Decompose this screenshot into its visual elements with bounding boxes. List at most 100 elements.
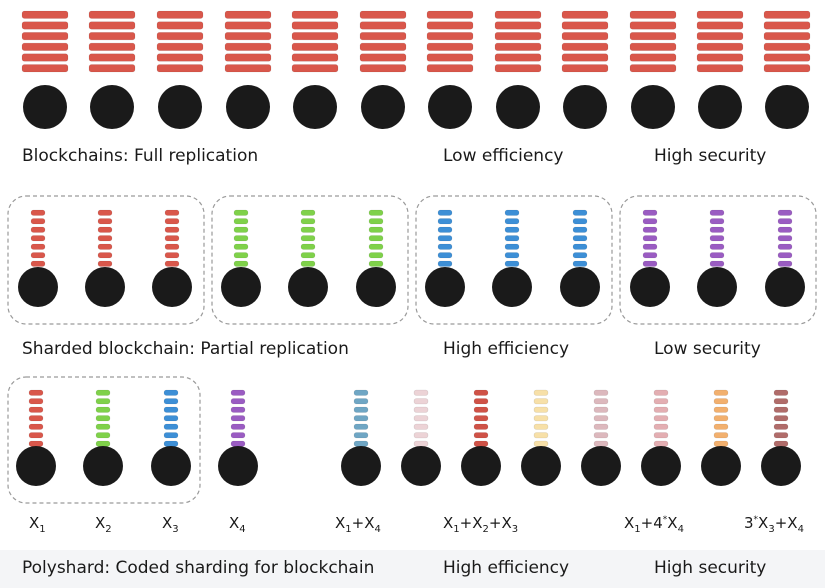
full-stack-4-block-3 [224,32,272,41]
shard-3-stack-3-block-4 [572,235,588,242]
shard-3-stack-2-block-5 [504,243,520,250]
shard-2-stack-1-block-6 [233,252,249,259]
full-stack-9-block-2 [561,21,609,30]
coded-stack-2-block-4 [413,415,429,422]
shard-2-stack-2-block-3 [300,226,316,233]
full-stack-4-block-1 [224,10,272,19]
full-efficiency-label: Low efficiency [443,146,564,166]
uncoded-stack-2-block-5 [95,423,111,430]
shard-3-stack-2-block-7 [504,260,520,267]
shard-2-stack-2-block-1 [300,209,316,216]
coded-node-3 [461,446,501,486]
coded-stack-6-block-5 [653,423,669,430]
shard-2-stack-2-block-4 [300,235,316,242]
full-stack-9-block-1 [561,10,609,19]
full-stack-2-block-6 [88,64,136,73]
full-node-1 [23,85,67,129]
full-node-9 [563,85,607,129]
full-stack-12-block-2 [763,21,811,30]
full-stack-9-block-6 [561,64,609,73]
shard-4-stack-3-block-1 [777,209,793,216]
label-x3: X3 [162,514,179,535]
shard-2-stack-3-block-4 [368,235,384,242]
full-stack-5-block-6 [291,64,339,73]
full-stack-1-block-4 [21,42,69,51]
uncoded-stack-3-block-7 [163,440,179,447]
shard-4-node-1 [630,267,670,307]
full-stack-7-block-3 [426,32,474,41]
full-stack-1-block-3 [21,32,69,41]
coded-stack-8-block-5 [773,423,789,430]
uncoded-stack-2-block-7 [95,440,111,447]
shard-2-stack-1-block-7 [233,260,249,267]
coded-node-6 [641,446,681,486]
shard-4-stack-2-block-1 [709,209,725,216]
coded-stack-7-block-6 [713,432,729,439]
coded-stack-8-block-3 [773,406,789,413]
shard-1-stack-1-block-5 [30,243,46,250]
full-node-4 [226,85,270,129]
coded-stack-4-block-6 [533,432,549,439]
uncoded-stack-1-block-7 [28,440,44,447]
coded-stack-1-block-5 [353,423,369,430]
full-stack-2-block-3 [88,32,136,41]
shard-2-node-3 [356,267,396,307]
coded-stack-5-block-5 [593,423,609,430]
coded-node-5 [581,446,621,486]
full-stack-4-block-6 [224,64,272,73]
shard-box-3 [415,195,613,325]
shard-2-stack-1-block-5 [233,243,249,250]
full-stack-5-block-5 [291,53,339,62]
full-security-label: High security [654,146,767,166]
shard-4-stack-3-block-6 [777,252,793,259]
shard-3-stack-1-block-6 [437,252,453,259]
full-stack-7-block-4 [426,42,474,51]
full-stack-9-block-5 [561,53,609,62]
shard-3-stack-3-block-7 [572,260,588,267]
full-stack-2-block-4 [88,42,136,51]
coded-stack-3-block-3 [473,406,489,413]
shard-4-stack-2-block-6 [709,252,725,259]
full-stack-7-block-5 [426,53,474,62]
coded-stack-4-block-4 [533,415,549,422]
shard-2-stack-1-block-2 [233,218,249,225]
coded-stack-3-block-7 [473,440,489,447]
full-stack-4-block-2 [224,21,272,30]
coded-stack-1-block-6 [353,432,369,439]
shard-1-stack-1-block-7 [30,260,46,267]
full-replication-caption: Blockchains: Full replication [22,146,259,166]
shard-3-stack-1-block-1 [437,209,453,216]
coded-stack-8-block-1 [773,389,789,396]
caption-band [0,550,825,588]
uncoded-stack-2-block-1 [95,389,111,396]
shard-3-stack-3-block-2 [572,218,588,225]
full-stack-10-block-3 [629,32,677,41]
coded-stack-8-block-2 [773,398,789,405]
shard-3-stack-2-block-4 [504,235,520,242]
shard-2-stack-3-block-6 [368,252,384,259]
shard-2-stack-1-block-3 [233,226,249,233]
uncoded-stack-4-block-7 [230,440,246,447]
label-x2: X2 [95,514,112,535]
coded-stack-6-block-7 [653,440,669,447]
full-stack-3-block-6 [156,64,204,73]
shard-1-stack-2-block-1 [97,209,113,216]
coded-stack-5-block-2 [593,398,609,405]
full-stack-8-block-6 [494,64,542,73]
coded-stack-2-block-3 [413,406,429,413]
coded-stack-2-block-6 [413,432,429,439]
full-stack-7-block-6 [426,64,474,73]
uncoded-stack-1-block-4 [28,415,44,422]
full-stack-6-block-4 [359,42,407,51]
full-stack-4-block-4 [224,42,272,51]
shard-1-stack-1-block-6 [30,252,46,259]
shard-box-2 [211,195,409,325]
uncoded-stack-3-block-6 [163,432,179,439]
full-stack-12-block-5 [763,53,811,62]
full-stack-1-block-2 [21,21,69,30]
full-stack-3-block-2 [156,21,204,30]
coded-stack-8-block-4 [773,415,789,422]
uncoded-stack-3-block-1 [163,389,179,396]
polyshard-caption: Polyshard: Coded sharding for blockchain [22,558,375,578]
